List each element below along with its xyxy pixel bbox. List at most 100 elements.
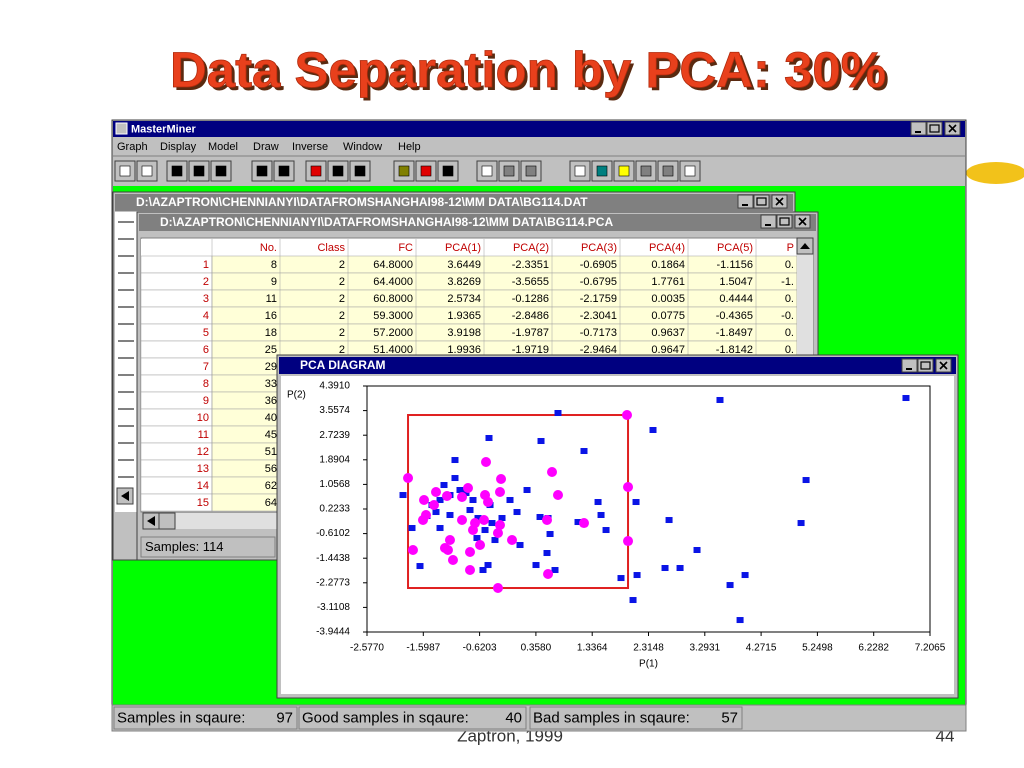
cell: 1.7761 [651,276,685,288]
scroll-thumb[interactable] [158,512,176,530]
window-min-button[interactable] [910,121,927,136]
point [676,565,684,572]
y-tick-label: -3.9444 [316,627,350,638]
window-max-button[interactable] [926,121,943,136]
status-label: Bad samples in sqaure: [533,709,690,726]
point [632,499,640,506]
y-tick-label: -3.1108 [317,602,351,613]
x-tick-label: 2.3148 [633,643,664,654]
status-label: Good samples in sqaure: [302,709,469,726]
pca-window-title: D:\AZAPTRON\CHENNIANYI\DATAFROMSHANGHAI9… [160,215,613,229]
point [417,515,428,526]
x-tick-label: 4.2715 [746,643,777,654]
row-cells [211,255,798,274]
point [726,582,734,589]
status-panel [298,706,527,730]
app-icon [115,122,128,135]
point [633,572,641,579]
x-tick-label: 3.2931 [690,643,721,654]
menu-item[interactable]: Help [398,141,421,153]
y-tick-label: 1.8904 [319,454,350,465]
row-number: 13 [197,463,209,475]
point [617,575,625,582]
menu-item[interactable]: Display [160,141,197,153]
decoration [966,162,1024,184]
point [475,540,486,551]
window-max-button[interactable] [917,358,934,373]
point [716,396,724,403]
cell: 0. [785,327,794,339]
cell: 2 [339,276,345,288]
cell: -0.7173 [580,327,617,339]
point [736,617,744,624]
cell: 60.8000 [373,293,413,305]
row-number-cell [141,289,213,308]
cell: 59.3000 [373,310,413,322]
row-number-cell [141,374,213,393]
column-header: No. [260,242,277,254]
window-min-button[interactable] [737,194,754,209]
toolbar-icon [278,165,290,177]
data-window-title: D:\AZAPTRON\CHENNIANYI\DATAFROMSHANGHAI9… [136,195,588,209]
cell: -1. [781,276,794,288]
point [451,457,459,464]
x-tick-label: 0.3580 [521,643,552,654]
point [465,565,476,576]
toolbar-icon [193,165,205,177]
window-max-button[interactable] [753,194,770,209]
row-cells [211,306,798,325]
window-min-button[interactable] [901,358,918,373]
status-panel [113,706,298,730]
cell: -0.4365 [716,310,753,322]
y-tick-label: -2.2773 [316,577,350,588]
pca-status-panel [140,536,276,558]
cell: 3.6449 [447,259,481,271]
button-glyph [939,361,948,370]
cell: 0. [785,344,794,356]
cell: -1.9719 [512,344,549,356]
point [623,482,634,493]
cell: 0.9647 [651,344,685,356]
cell: 64.4000 [373,276,413,288]
button-glyph [948,124,957,133]
menu-item[interactable]: Draw [253,141,279,153]
status-panel [529,706,743,730]
window-min-button[interactable] [760,214,777,229]
row-number-cell [141,306,213,325]
menu-item[interactable]: Window [343,141,382,153]
cell: 36 [265,395,277,407]
toolbar-icon [574,165,586,177]
cell: -0.1286 [512,293,549,305]
point [665,517,673,524]
data-window-title-bar [115,194,793,211]
cell: -0.6905 [580,259,617,271]
y-tick-label: 2.7239 [319,430,350,441]
menu-item[interactable]: Model [208,141,238,153]
cell: 0.4444 [719,293,753,305]
point [797,520,805,527]
toolbar-icon [310,165,322,177]
cell: 2 [339,327,345,339]
button-glyph [929,124,940,133]
cell: 57.2000 [373,327,413,339]
point [492,583,503,594]
point [506,497,514,504]
status-panels: Samples in sqaure: 97 Good samples in sqau… [113,706,743,730]
cell: 51 [265,446,277,458]
menu-item[interactable]: Inverse [292,141,328,153]
cell: 29 [265,361,277,373]
menu-item[interactable]: Graph [117,141,148,153]
y-tick-label: 1.0568 [319,479,350,490]
point [436,497,444,504]
point [494,520,505,531]
cell: 2 [339,310,345,322]
point [741,572,749,579]
window-max-button[interactable] [776,214,793,229]
x-tick-label: -0.6203 [463,643,497,654]
header-row [141,239,797,256]
point [492,528,503,539]
point [465,547,476,558]
point [440,482,448,489]
row-number: 15 [197,497,209,509]
cell: 16 [265,310,277,322]
